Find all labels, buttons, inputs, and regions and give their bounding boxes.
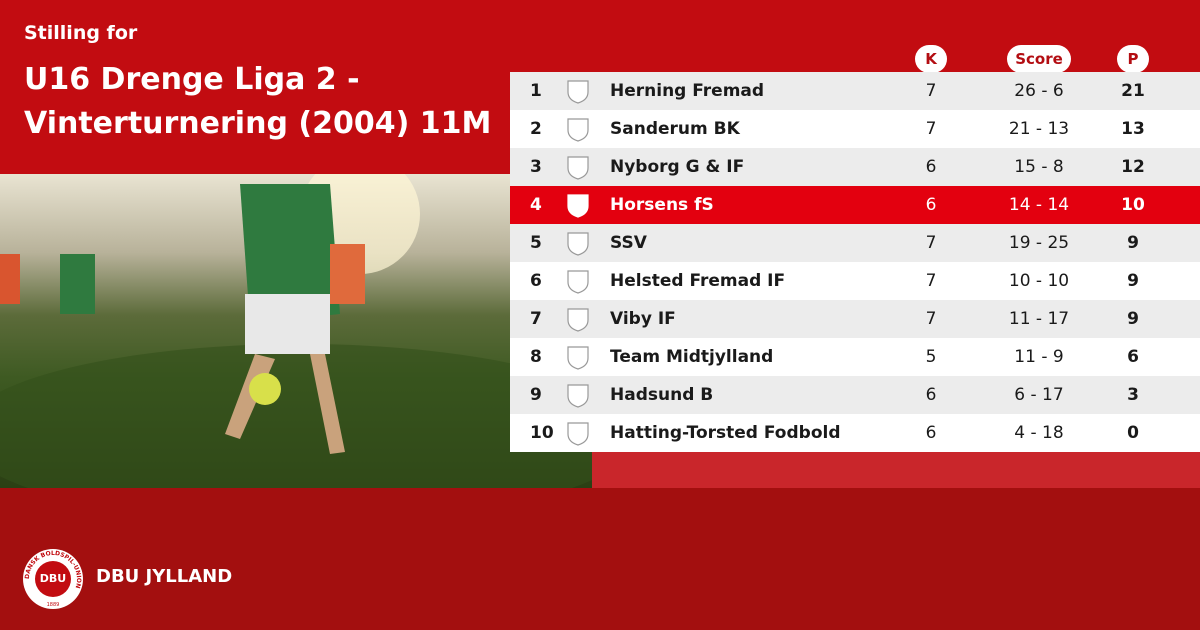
points: 9 [1127, 309, 1139, 329]
team-name: Team Midtjylland [610, 347, 774, 367]
score: 19 - 25 [1008, 233, 1070, 253]
points: 10 [1121, 195, 1145, 215]
table-row: 5 SSV 7 19 - 25 9 [510, 224, 1200, 262]
crest-shape [567, 156, 589, 180]
photo-illustration [0, 174, 592, 488]
standings-table: 1 Herning Fremad 7 26 - 6 21 2 Sanderum BK 7 21 … [510, 72, 1200, 452]
team-crest [567, 80, 589, 104]
dbu-badge: DANSK BOLDSPIL-UNION DBU 1889 [23, 549, 83, 609]
team-crest [567, 308, 589, 332]
score: 11 - 9 [1014, 347, 1064, 367]
crest-shape [567, 308, 589, 332]
points: 12 [1121, 157, 1145, 177]
score: 6 - 17 [1014, 385, 1064, 405]
points: 3 [1127, 385, 1139, 405]
table-row: 10 Hatting-Torsted Fodbold 6 4 - 18 0 [510, 414, 1200, 452]
score: 21 - 13 [1008, 119, 1070, 139]
table-row: 1 Herning Fremad 7 26 - 6 21 [510, 72, 1200, 110]
table-row: 3 Nyborg G & IF 6 15 - 8 12 [510, 148, 1200, 186]
played: 7 [925, 309, 937, 329]
played: 7 [925, 119, 937, 139]
points: 6 [1127, 347, 1139, 367]
points: 9 [1127, 271, 1139, 291]
highlighted-row: 4 Horsens fS 6 14 - 14 10 [510, 186, 1200, 224]
team-name: Helsted Fremad IF [610, 271, 786, 291]
crest-shape [567, 270, 589, 294]
team-name: Hadsund B [610, 385, 714, 405]
team-name: Nyborg G & IF [610, 157, 745, 177]
team-crest [567, 384, 589, 408]
team-crest [567, 118, 589, 142]
photo [0, 174, 592, 488]
column-header: K [915, 45, 947, 73]
points: 9 [1127, 233, 1139, 253]
crest-shape [567, 194, 589, 218]
team-name: Horsens fS [610, 195, 714, 215]
decor-band [592, 452, 1200, 488]
played: 6 [925, 195, 937, 215]
crest-shape [567, 346, 589, 370]
table-row: 6 Helsted Fremad IF 7 10 - 10 9 [510, 262, 1200, 300]
team-crest [567, 194, 589, 218]
crest-shape [567, 80, 589, 104]
points: 21 [1121, 81, 1145, 101]
crest-shape [567, 232, 589, 256]
crest-shape [567, 118, 589, 142]
score: 15 - 8 [1014, 157, 1064, 177]
played: 7 [925, 233, 937, 253]
table-row: 2 Sanderum BK 7 21 - 13 13 [510, 110, 1200, 148]
team-name: Hatting-Torsted Fodbold [610, 423, 841, 443]
played: 7 [925, 81, 937, 101]
team-name: Herning Fremad [610, 81, 765, 101]
score: 11 - 17 [1008, 309, 1070, 329]
badge-year: 1889 [47, 602, 60, 608]
score: 14 - 14 [1008, 195, 1070, 215]
score: 26 - 6 [1014, 81, 1064, 101]
title-line: Vinterturnering (2004) 11M [24, 106, 492, 141]
title-line: U16 Drenge Liga 2 - [24, 62, 360, 97]
points: 13 [1121, 119, 1145, 139]
column-header: Score [1007, 45, 1071, 73]
column-header: P [1117, 45, 1149, 73]
played: 6 [925, 157, 937, 177]
subtitle: Stilling for [24, 22, 138, 44]
brand: DBU JYLLAND [96, 566, 233, 587]
badge-inner [35, 561, 71, 597]
team-crest [567, 232, 589, 256]
played: 5 [925, 347, 937, 367]
title: U16 Drenge Liga 2 - Vinterturnering (2004… [24, 58, 491, 146]
team-name: Viby IF [610, 309, 676, 329]
team-crest [567, 422, 589, 446]
played: 7 [925, 271, 937, 291]
played: 6 [925, 423, 937, 443]
score: 4 - 18 [1014, 423, 1064, 443]
team-name: SSV [610, 233, 647, 253]
team-crest [567, 346, 589, 370]
team-crest [567, 156, 589, 180]
table-row: 7 Viby IF 7 11 - 17 9 [510, 300, 1200, 338]
team-name: Sanderum BK [610, 119, 740, 139]
score: 10 - 10 [1008, 271, 1070, 291]
played: 6 [925, 385, 937, 405]
badge-text: DBU [40, 572, 66, 585]
team-crest [567, 270, 589, 294]
crest-shape [567, 422, 589, 446]
points: 0 [1127, 423, 1139, 443]
crest-shape [567, 384, 589, 408]
